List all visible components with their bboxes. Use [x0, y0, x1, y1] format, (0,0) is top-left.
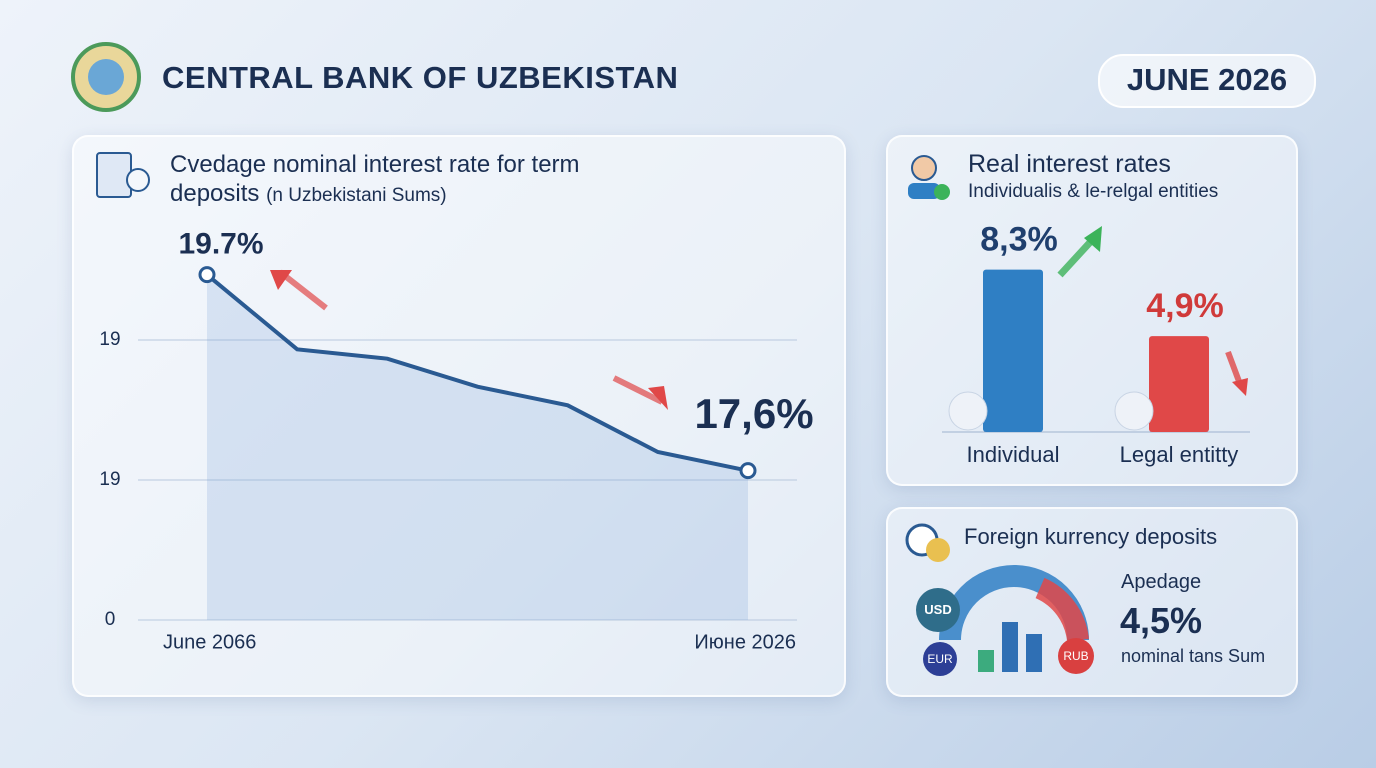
data-label: 4,9% [1146, 287, 1224, 325]
currency-label: EUR [927, 652, 953, 666]
y-tick-label: 19 [99, 469, 120, 490]
currency-label: RUB [1063, 649, 1089, 663]
currency-label: USD [924, 602, 952, 617]
emblem-center [88, 59, 124, 95]
currency-title: Foreign kurrency deposits [964, 524, 1218, 549]
header-date: JUNE 2026 [1126, 62, 1288, 97]
currency-caption: Apedage [1121, 571, 1202, 593]
bar-panel [886, 135, 1298, 486]
area [207, 274, 748, 620]
line-title: Cvedage nominal interest rate for term d… [170, 151, 580, 207]
line-subtitle: (n Uzbekistani Sums) [266, 185, 447, 206]
currency-rate: 4,5% [1120, 600, 1203, 641]
arrow-head [648, 386, 668, 410]
doc-icon [96, 152, 132, 198]
coin-icon [126, 168, 150, 192]
currency-note: nominal tans Sum [1121, 646, 1266, 666]
up-arrow [1057, 235, 1097, 278]
person-icon [911, 155, 937, 181]
rub-badge [1058, 638, 1094, 674]
x-tick-label: Legal entitty [1120, 442, 1239, 467]
header-title: CENTRAL BANK OF UZBEKISTAN [162, 60, 679, 95]
bar-title: Real interest rates [968, 150, 1171, 178]
down-arrow [1225, 350, 1243, 386]
point [198, 266, 216, 284]
down-arrow [278, 269, 328, 311]
line-title-block: Cvedage nominal interest rate for term d… [170, 150, 610, 210]
data-label: 17,6% [694, 390, 813, 437]
date-pill [1098, 54, 1316, 108]
eur-badge [923, 642, 957, 676]
y-tick-label: 0 [105, 609, 116, 630]
yen-icon [926, 538, 950, 562]
category-icon [948, 391, 988, 431]
mini-bar [1026, 634, 1042, 672]
mini-bar [978, 650, 994, 672]
bar [983, 269, 1043, 432]
line [205, 273, 749, 473]
arrow-head [1232, 378, 1248, 396]
x-tick-label: June 2066 [163, 631, 256, 653]
y-tick-label: 19 [99, 329, 120, 350]
point [739, 462, 757, 480]
check-icon [934, 184, 950, 200]
category-icon [1114, 391, 1154, 431]
down-arrow [612, 375, 664, 405]
person-body [908, 183, 940, 199]
x-tick-label: Июне 2026 [694, 631, 796, 653]
arrow-head [1084, 226, 1102, 252]
line-panel [72, 135, 846, 697]
gauge-red [1035, 577, 1089, 642]
arrow-head [270, 270, 292, 290]
data-label: 19.7% [178, 228, 263, 261]
x-tick-label: Individual [967, 442, 1060, 467]
bar [1149, 336, 1209, 432]
data-label: 8,3% [980, 221, 1058, 259]
mini-bar [1002, 622, 1018, 672]
bar-subtitle: Individualis & le-relgal entities [968, 181, 1219, 202]
usd-badge [916, 588, 960, 632]
